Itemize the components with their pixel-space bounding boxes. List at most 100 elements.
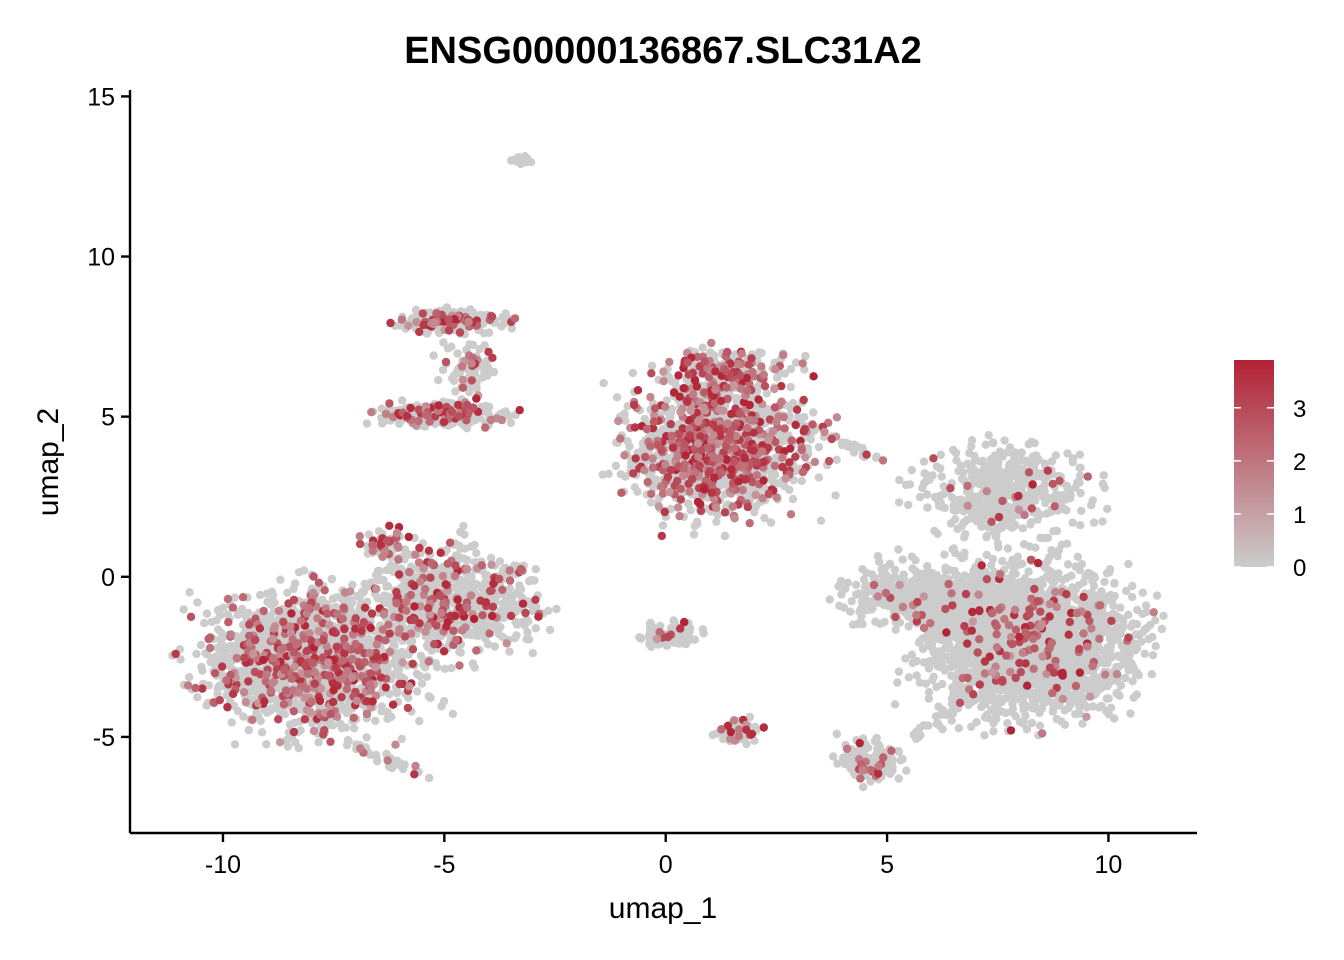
cell-point [266,706,275,715]
cell-point [324,720,334,729]
cell-point [466,582,476,591]
cell-point [348,580,357,589]
cell-point [698,343,707,352]
cell-point [362,419,372,428]
cell-point [392,662,401,671]
cell-point [193,598,202,607]
cell-point [227,718,236,727]
cell-point [463,555,472,565]
cell-point [531,624,540,633]
cell-point [477,361,486,371]
cell-point [398,396,407,405]
cell-point [465,388,474,397]
cell-point [623,437,632,446]
cell-point [801,351,810,361]
cell-point [448,709,458,719]
cell-point [797,476,806,486]
cell-point [257,728,267,737]
cell-point [507,596,516,605]
cell-point [283,742,293,751]
cell-point [438,365,448,375]
cell-point [365,634,374,644]
cell-point [439,338,448,347]
cell-point [213,643,222,652]
cell-point [646,618,655,628]
cell-point [239,671,248,680]
cell-point [720,531,730,541]
cell-point [636,633,645,643]
cell-point [434,376,443,385]
cell-point [684,633,693,642]
cell-point [262,740,271,749]
cell-point [233,610,242,620]
cell-point [472,549,481,558]
cell-point [599,379,608,388]
cell-point [552,604,561,614]
cell-point [496,622,505,632]
cell-point [237,604,247,614]
cell-point [1022,725,1032,734]
cell-point [269,597,278,606]
cell-point [270,694,280,703]
cell-point [433,663,442,672]
cell-point [443,344,453,353]
cell-point [814,473,824,482]
cell-point [230,740,240,749]
cell-point [762,389,771,398]
cell-point [204,681,214,690]
cell-point [383,581,393,591]
cell-point [1048,707,1058,716]
cell-point [481,401,490,411]
cell-point [689,530,699,539]
cell-point [196,640,206,650]
cell-point [447,664,456,673]
cell-point [453,551,462,560]
cell-point [872,733,881,743]
cell-point [462,424,472,433]
cell-point [422,672,432,681]
cell-point [294,568,304,577]
cell-point [489,367,499,377]
cell-point [1157,624,1167,634]
cell-point [348,598,357,608]
cell-point [938,679,947,689]
cell-point [489,621,499,630]
cell-point [698,625,708,634]
cell-point [202,701,211,710]
cell-point [415,671,424,681]
cell-point [482,571,492,580]
cell-point [386,561,396,570]
cell-point [449,371,459,380]
cell-point [202,609,212,618]
cell-point [751,502,761,511]
cell-point [429,351,438,360]
cell-point [816,516,826,525]
cell-point [503,411,513,420]
cell-point [185,588,194,597]
cell-point [516,585,526,594]
cell-point [526,576,536,585]
cell-point [863,743,873,752]
cell-point [424,692,433,701]
cell-point [499,319,509,328]
cell-point [362,641,371,651]
cell-point [612,393,622,402]
cell-point [621,472,630,481]
cell-point [437,702,446,711]
cell-point [507,156,516,165]
cell-point [893,678,902,687]
cell-point [397,734,406,744]
cell-point [894,667,904,676]
cell-point [786,364,796,374]
cell-point [221,646,231,656]
cell-point [507,324,516,333]
cell-point [429,629,439,638]
cell-point [840,759,850,769]
cell-point [658,521,668,530]
cell-point [501,309,510,318]
data-points [168,152,1168,792]
cell-point [495,557,505,566]
cell-point [902,766,911,775]
cell-point [684,499,693,509]
cell-point [646,498,656,507]
